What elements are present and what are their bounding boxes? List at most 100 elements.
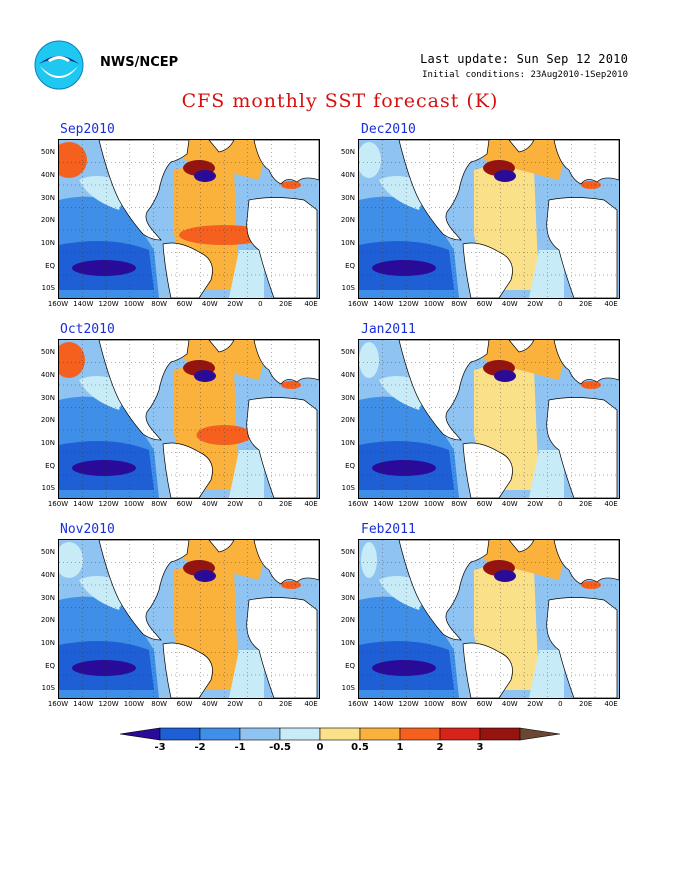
africa (246, 397, 318, 498)
lon-label: 160W (47, 300, 69, 308)
lat-label: 10S (341, 284, 355, 292)
lon-label: 140W (373, 300, 394, 308)
north-pacific-anomaly (361, 542, 377, 578)
lon-label: 0 (558, 700, 563, 708)
south-america (162, 442, 213, 498)
sst-map-2 (359, 140, 619, 298)
panel-label-4: Jan2011 (361, 322, 416, 337)
lon-label: 60W (176, 500, 193, 508)
eq-atlantic (529, 250, 564, 298)
lat-label: 40N (340, 371, 355, 379)
lon-label: 20W (227, 700, 244, 708)
last-update-text: Last update: Sun Sep 12 2010 (420, 52, 628, 66)
lon-label: 80W (151, 700, 168, 708)
south-america (162, 642, 213, 698)
lon-label: 120W (398, 300, 419, 308)
lat-label: 20N (40, 216, 55, 224)
lon-label: 40W (201, 700, 218, 708)
lon-label: 60W (476, 500, 493, 508)
lat-label: EQ (45, 262, 55, 270)
lat-label: 10S (41, 484, 55, 492)
lon-label: 160W (347, 500, 369, 508)
lat-label: 10N (340, 439, 355, 447)
sst-map-5 (59, 540, 319, 698)
lat-label: 30N (340, 594, 355, 602)
greenland (208, 140, 235, 153)
lat-label: 30N (40, 594, 55, 602)
lon-label: 120W (398, 700, 419, 708)
lon-label: 160W (347, 700, 369, 708)
north-atlantic-warm (484, 540, 569, 580)
lon-label: 20W (227, 500, 244, 508)
colorbar-tick-label: -1 (234, 742, 246, 753)
lon-label: 80W (451, 700, 468, 708)
lon-label: 40E (604, 700, 618, 708)
panel-label-5: Nov2010 (60, 522, 115, 537)
sst-map-panel-4 (358, 339, 620, 499)
gulf-stream-cold (194, 170, 216, 182)
lat-label: 40N (40, 371, 55, 379)
europe (253, 140, 319, 185)
sst-map-1 (59, 140, 319, 298)
lat-label: 50N (40, 348, 55, 356)
lat-label: 50N (40, 148, 55, 156)
nino-cold-core (72, 460, 136, 476)
north-pacific-anomaly (359, 142, 381, 178)
greenland (508, 540, 535, 553)
lon-label: 20E (579, 700, 593, 708)
north-america (98, 540, 190, 641)
lat-label: 20N (40, 616, 55, 624)
lon-label: 100W (423, 500, 445, 508)
north-atlantic-warm (184, 140, 269, 180)
lat-label: 10N (40, 439, 55, 447)
lon-label: 140W (73, 300, 94, 308)
lat-label: 10N (40, 239, 55, 247)
lat-label: 10S (341, 484, 355, 492)
lon-label: 40E (604, 500, 618, 508)
lon-label: 40W (201, 500, 218, 508)
lat-label: EQ (45, 462, 55, 470)
panel-label-3: Oct2010 (60, 322, 115, 337)
lat-label: 50N (340, 548, 355, 556)
lat-label: 50N (340, 148, 355, 156)
eq-atlantic (229, 250, 264, 298)
sst-map-panel-2 (358, 139, 620, 299)
lon-label: 20W (527, 500, 544, 508)
colorbar-tick-label: -0.5 (269, 742, 291, 753)
nino-cold-core (72, 260, 136, 276)
north-atlantic-warm (184, 340, 269, 380)
lon-label: 100W (123, 300, 145, 308)
africa (546, 597, 618, 698)
lon-label: 20E (279, 300, 293, 308)
lon-label: 60W (476, 700, 493, 708)
colorbar-segment (439, 727, 481, 741)
page-title: CFS monthly SST forecast (K) (181, 90, 499, 112)
eq-atlantic (529, 650, 564, 698)
panel-label-6: Feb2011 (361, 522, 416, 537)
lon-label: 40W (501, 300, 518, 308)
lat-label: 30N (340, 394, 355, 402)
europe (253, 540, 319, 585)
eq-atlantic (529, 450, 564, 498)
lat-label: EQ (345, 462, 355, 470)
colorbar-tick-label: 3 (476, 742, 484, 753)
greenland (508, 140, 535, 153)
lon-label: 120W (98, 700, 119, 708)
lat-label: 10N (340, 239, 355, 247)
sst-map-3 (59, 340, 319, 498)
lat-label: 20N (340, 216, 355, 224)
lat-label: 30N (40, 394, 55, 402)
lon-label: 0 (558, 300, 563, 308)
tropical-atlantic-hot (179, 225, 269, 245)
lon-label: 20E (279, 500, 293, 508)
lon-label: 80W (151, 500, 168, 508)
north-pacific-anomaly (59, 542, 83, 578)
lat-label: EQ (345, 262, 355, 270)
lat-label: 50N (340, 348, 355, 356)
north-pacific-anomaly (359, 342, 379, 378)
north-atlantic-warm (484, 140, 569, 180)
europe (553, 340, 619, 385)
sst-map-6 (359, 540, 619, 698)
sst-map-panel-6 (358, 539, 620, 699)
nino-cold-core (372, 260, 436, 276)
